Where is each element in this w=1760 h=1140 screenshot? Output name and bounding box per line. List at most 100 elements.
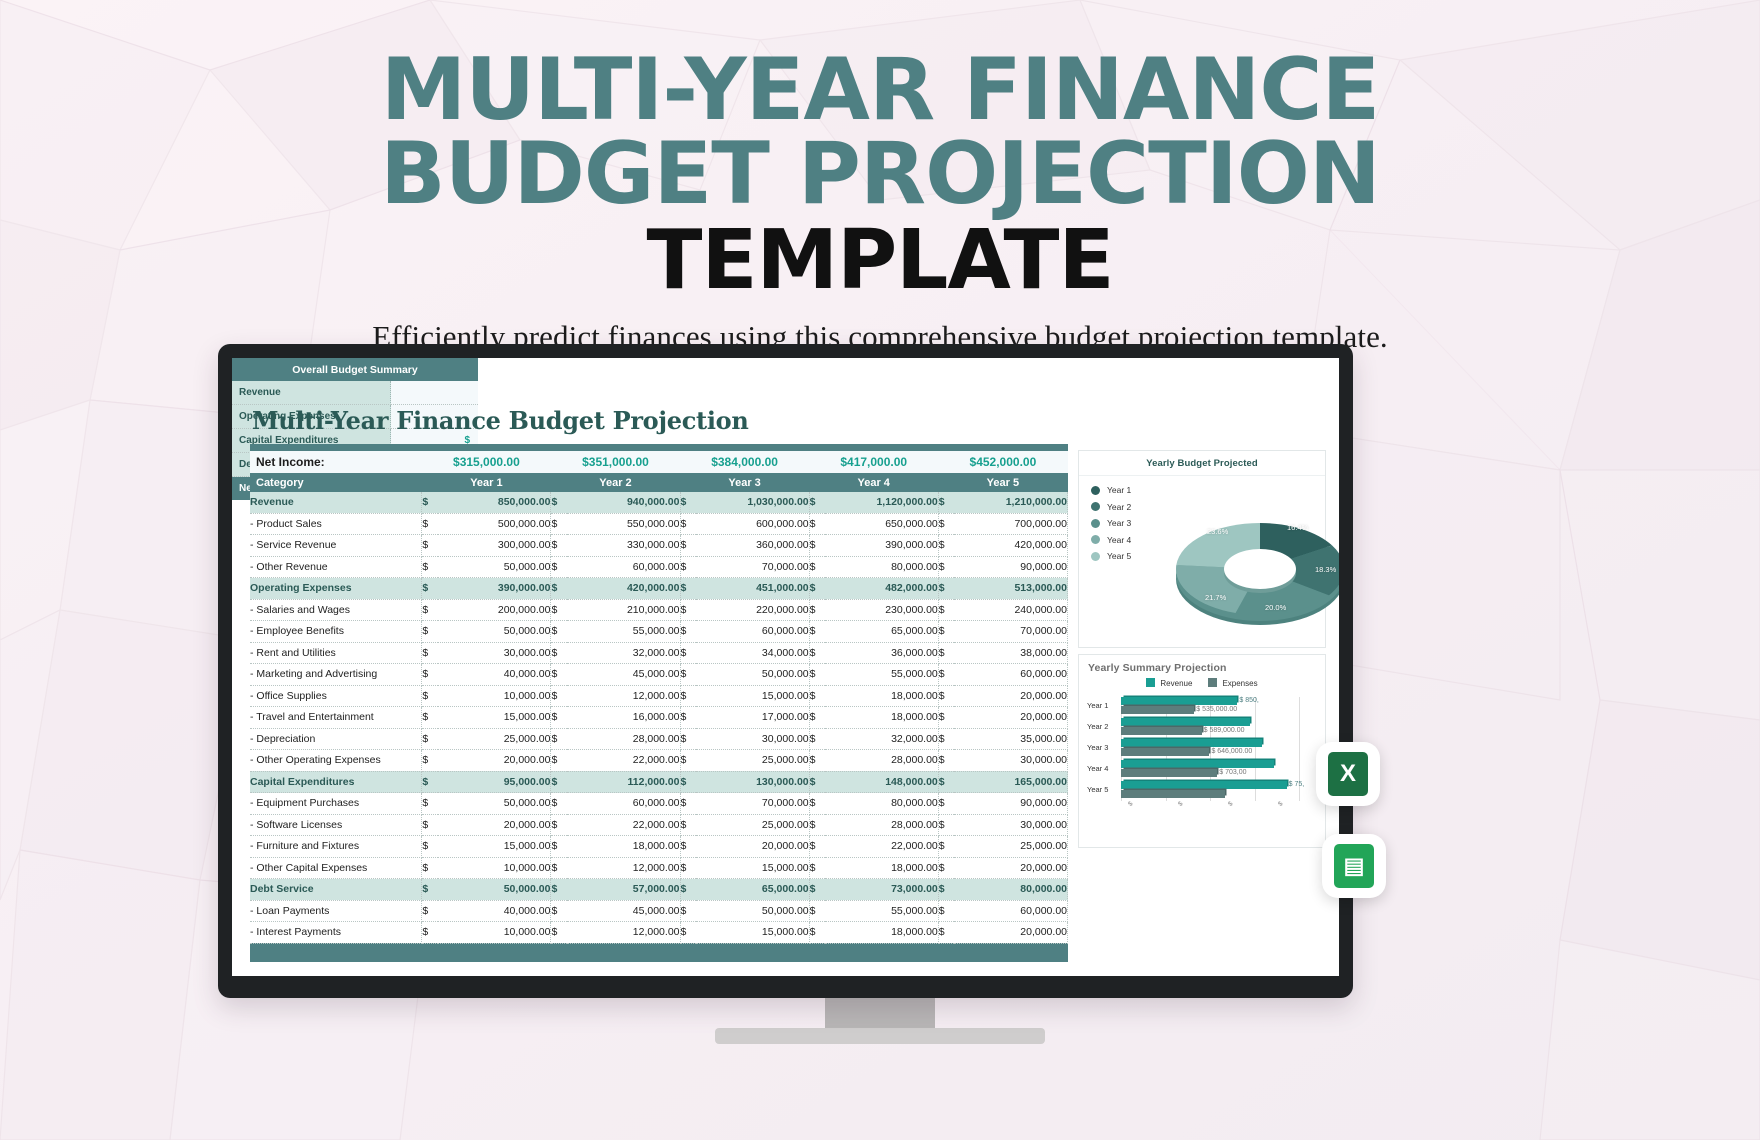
currency-symbol: $ bbox=[809, 814, 826, 836]
table-row: - Employee Benefits $50,000.00 $55,000.00 $… bbox=[250, 620, 1069, 643]
legend-swatch-icon-year-2 bbox=[1091, 502, 1100, 511]
bar-legend-item-revenue[interactable]: Revenue bbox=[1146, 678, 1192, 688]
currency-symbol: $ bbox=[421, 857, 438, 879]
currency-symbol: $ bbox=[421, 771, 438, 793]
bar-revenue-5[interactable] bbox=[1121, 781, 1287, 789]
monitor-stand-base bbox=[715, 1028, 1045, 1044]
bar-group: Year 4 $ 703,00 bbox=[1087, 760, 1317, 782]
summary-title: Overall Budget Summary bbox=[232, 358, 478, 381]
row-value-year-2: 12,000.00 bbox=[566, 857, 681, 879]
bar-category-label: Year 1 bbox=[1087, 701, 1109, 710]
row-category-label: Operating Expenses bbox=[250, 577, 423, 600]
bar-expenses-3[interactable] bbox=[1121, 748, 1210, 756]
row-value-year-1: 40,000.00 bbox=[437, 663, 552, 686]
row-value-year-5: 90,000.00 bbox=[954, 556, 1069, 578]
bar-group: Year 5 $ 75, bbox=[1087, 781, 1317, 803]
budget-table-footer bbox=[250, 943, 1068, 962]
donut-legend-item-year-3[interactable]: Year 3 bbox=[1091, 518, 1131, 528]
bar-chart-graphic[interactable]: Year 1 $ 850, $ 535,000.00 Year 2 $ 589,000.… bbox=[1087, 697, 1317, 815]
bar-revenue-1[interactable] bbox=[1121, 697, 1238, 705]
bar-category-label: Year 5 bbox=[1087, 785, 1109, 794]
row-value-year-4: 80,000.00 bbox=[825, 792, 939, 815]
table-row: - Other Operating Expenses $20,000.00 $22,… bbox=[250, 749, 1069, 772]
google-sheets-app-badge[interactable]: ▤ bbox=[1322, 834, 1386, 898]
row-value-year-4: 650,000.00 bbox=[825, 513, 939, 535]
bar-revenue-4[interactable] bbox=[1121, 760, 1275, 768]
currency-symbol: $ bbox=[809, 728, 826, 750]
row-value-year-3: 65,000.00 bbox=[695, 878, 810, 901]
donut-chart-graphic[interactable]: 16.4% 18.3% 20.0% 21.7% 23.6% bbox=[1175, 479, 1339, 639]
row-category-label: - Salaries and Wages bbox=[250, 599, 423, 621]
row-value-year-5: 20,000.00 bbox=[954, 685, 1069, 707]
donut-legend-item-year-2[interactable]: Year 2 bbox=[1091, 502, 1131, 512]
budget-table[interactable]: Net Income: $315,000.00 $351,000.00 $384… bbox=[250, 444, 1069, 962]
row-value-year-5: 165,000.00 bbox=[954, 771, 1069, 793]
currency-symbol: $ bbox=[809, 513, 826, 535]
spreadsheet-canvas[interactable]: Multi-Year Finance Budget Projection Net… bbox=[232, 358, 1339, 976]
yearly-summary-projection-chart-panel[interactable]: Yearly Summary Projection Revenue Expens… bbox=[1078, 654, 1326, 848]
row-value-year-4: 55,000.00 bbox=[825, 663, 939, 686]
currency-symbol: $ bbox=[809, 534, 826, 557]
row-value-year-4: 230,000.00 bbox=[825, 599, 939, 621]
monitor-frame: Multi-Year Finance Budget Projection Net… bbox=[218, 344, 1353, 998]
row-value-year-3: 17,000.00 bbox=[695, 706, 810, 729]
currency-symbol: $ bbox=[809, 878, 826, 901]
row-value-year-1: 200,000.00 bbox=[437, 599, 552, 621]
currency-symbol: $ bbox=[680, 900, 696, 922]
table-row: - Travel and Entertainment $15,000.00 $16,… bbox=[250, 706, 1069, 729]
bar-legend-item-expenses[interactable]: Expenses bbox=[1208, 678, 1258, 688]
excel-app-badge[interactable]: X bbox=[1316, 742, 1380, 806]
row-value-year-4: 65,000.00 bbox=[825, 620, 939, 643]
row-value-year-2: 330,000.00 bbox=[566, 534, 681, 557]
currency-symbol: $ bbox=[680, 706, 696, 729]
row-value-year-3: 30,000.00 bbox=[695, 728, 810, 750]
currency-symbol: $ bbox=[938, 835, 955, 858]
row-value-year-2: 32,000.00 bbox=[566, 642, 681, 664]
row-category-label: - Employee Benefits bbox=[250, 620, 423, 643]
bar-expenses-4[interactable] bbox=[1121, 769, 1218, 777]
yearly-budget-projected-chart-panel[interactable]: Yearly Budget Projected Year 1 Year 2 Ye… bbox=[1078, 450, 1339, 648]
bar-x-axis-ticks: $ $ $ $ bbox=[1121, 800, 1317, 815]
row-value-year-5: 20,000.00 bbox=[954, 857, 1069, 879]
bar-expenses-2[interactable] bbox=[1121, 727, 1202, 735]
row-value-year-4: 28,000.00 bbox=[825, 814, 939, 836]
bar-expenses-1[interactable] bbox=[1121, 706, 1195, 714]
row-value-year-5: 25,000.00 bbox=[954, 835, 1069, 858]
currency-symbol: $ bbox=[680, 728, 696, 750]
currency-symbol: $ bbox=[809, 835, 826, 858]
monitor-stand-neck bbox=[825, 998, 935, 1032]
row-value-year-2: 55,000.00 bbox=[566, 620, 681, 643]
currency-symbol: $ bbox=[550, 792, 567, 815]
donut-slice-year-2[interactable] bbox=[1260, 545, 1339, 596]
row-category-label: - Rent and Utilities bbox=[250, 642, 423, 664]
currency-symbol: $ bbox=[550, 835, 567, 858]
row-category-label: - Furniture and Fixtures bbox=[250, 835, 423, 858]
currency-symbol: $ bbox=[809, 685, 826, 707]
currency-symbol: $ bbox=[680, 663, 696, 686]
row-value-year-3: 34,000.00 bbox=[695, 642, 810, 664]
donut-legend-item-year-5[interactable]: Year 5 bbox=[1091, 551, 1131, 561]
currency-symbol: $ bbox=[680, 556, 696, 578]
row-value-year-4: 18,000.00 bbox=[825, 685, 939, 707]
bar-expenses-5[interactable] bbox=[1121, 790, 1225, 798]
table-row: - Furniture and Fixtures $15,000.00 $18,00… bbox=[250, 835, 1069, 858]
row-value-year-4: 390,000.00 bbox=[825, 534, 939, 557]
bar-revenue-2[interactable] bbox=[1121, 718, 1250, 726]
row-value-year-3: 15,000.00 bbox=[695, 685, 810, 707]
column-header-year-2: Year 2 bbox=[550, 473, 680, 492]
bar-revenue-3[interactable] bbox=[1121, 739, 1263, 747]
row-value-year-2: 16,000.00 bbox=[566, 706, 681, 729]
donut-legend-item-year-1[interactable]: Year 1 bbox=[1091, 485, 1131, 495]
row-category-label: - Interest Payments bbox=[250, 921, 423, 944]
currency-symbol: $ bbox=[550, 728, 567, 750]
bar-group: Year 1 $ 850, $ 535,000.00 bbox=[1087, 697, 1317, 719]
row-value-year-3: 70,000.00 bbox=[695, 556, 810, 578]
table-row: - Other Capital Expenses $10,000.00 $12,00… bbox=[250, 857, 1069, 879]
donut-legend-item-year-4[interactable]: Year 4 bbox=[1091, 535, 1131, 545]
row-value-year-2: 12,000.00 bbox=[566, 685, 681, 707]
column-header-year-4: Year 4 bbox=[809, 473, 939, 492]
currency-symbol: $ bbox=[809, 857, 826, 879]
row-value-year-4: 22,000.00 bbox=[825, 835, 939, 858]
row-value-year-1: 50,000.00 bbox=[437, 792, 552, 815]
net-income-year-4: $417,000.00 bbox=[809, 451, 939, 473]
